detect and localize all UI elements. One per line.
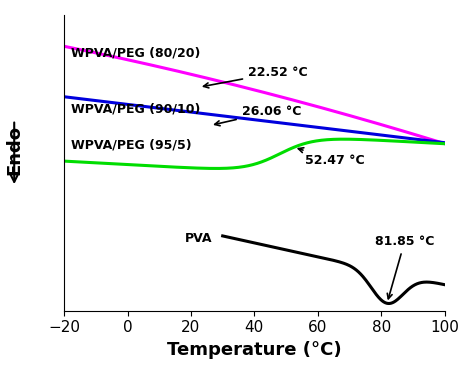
Text: WPVA/PEG (90/10): WPVA/PEG (90/10)	[71, 102, 200, 116]
X-axis label: Temperature (°C): Temperature (°C)	[167, 341, 342, 359]
Text: 52.47 °C: 52.47 °C	[298, 148, 365, 167]
Text: WPVA/PEG (80/20): WPVA/PEG (80/20)	[71, 47, 200, 60]
Text: Endo: Endo	[5, 125, 23, 175]
Text: WPVA/PEG (95/5): WPVA/PEG (95/5)	[71, 139, 191, 152]
Text: 22.52 °C: 22.52 °C	[203, 66, 308, 88]
Text: PVA: PVA	[185, 232, 212, 245]
Text: 81.85 °C: 81.85 °C	[375, 236, 434, 299]
Text: 26.06 °C: 26.06 °C	[215, 105, 301, 126]
